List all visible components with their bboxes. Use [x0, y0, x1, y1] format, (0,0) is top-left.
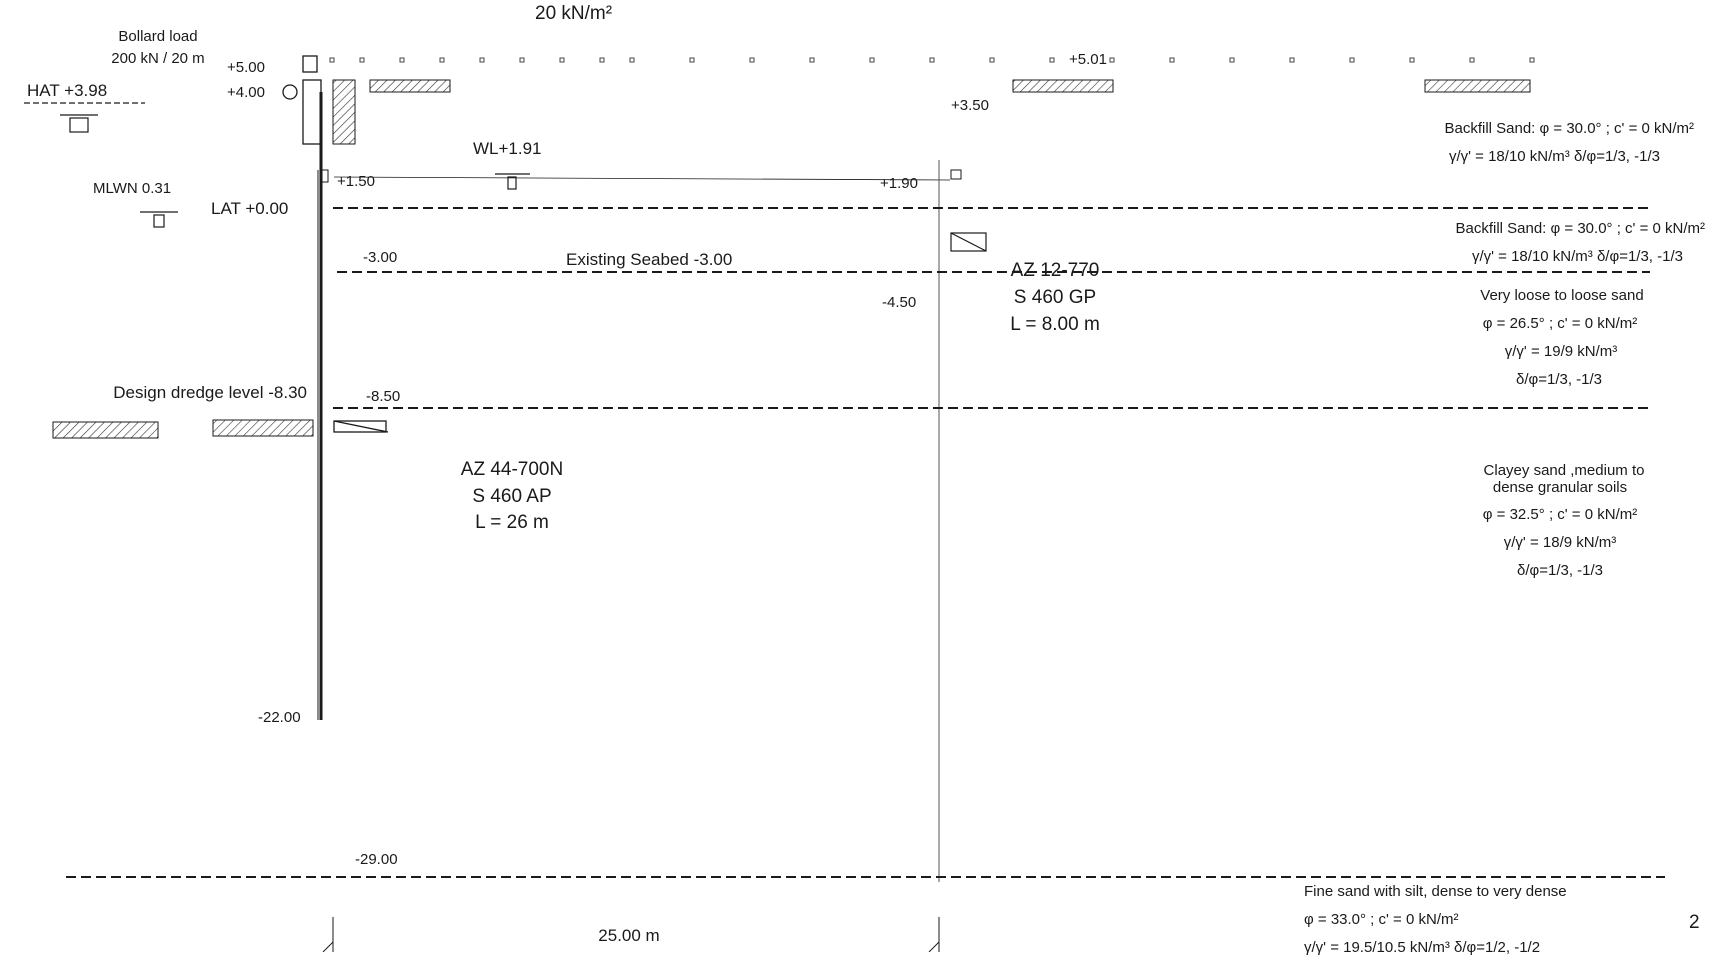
soil-backfill-lower-2: γ/γ' = 18/10 kN/m³ δ/φ=1/3, -1/3 [1471, 248, 1683, 265]
relieving-block [332, 79, 356, 145]
lat-label: LAT +0.00 [211, 199, 289, 218]
top-wall-level: +5.00 [227, 59, 265, 76]
hat-label: HAT +3.98 [27, 81, 108, 100]
top-slab-hatch [369, 79, 451, 93]
top-rear-level: +5.01 [1069, 51, 1107, 68]
soil-backfill-upper-1: Backfill Sand: φ = 30.0° ; c' = 0 kN/m² [1444, 120, 1694, 137]
seabed-level: -3.00 [363, 249, 398, 266]
front-pile-length: L = 26 m [475, 512, 549, 533]
bollard-value: 200 kN / 20 m [111, 50, 205, 67]
tie-rear-level: +1.90 [880, 175, 918, 192]
front-toe-level: -22.00 [258, 709, 301, 726]
front-pile-grade: S 460 AP [472, 486, 552, 507]
anchor-wall-marker [950, 232, 987, 252]
soil-clayey-sand-1: Clayey sand ,medium to [1483, 462, 1645, 479]
fender-symbol [282, 84, 298, 100]
soil-backfill-lower-1: Backfill Sand: φ = 30.0° ; c' = 0 kN/m² [1455, 220, 1705, 237]
soil-clayey-sand-4: γ/γ' = 18/9 kN/m³ [1503, 534, 1617, 551]
soil-loose-sand-3: γ/γ' = 19/9 kN/m³ [1504, 343, 1618, 360]
surcharge-label: 20 kN/m² [535, 3, 613, 24]
front-pile-profile: AZ 44-700N [460, 459, 564, 480]
bollard-title: Bollard load [118, 28, 198, 45]
mlwn-symbol [140, 211, 178, 228]
dredge-hatch-left [52, 421, 159, 439]
capping-beam [302, 79, 322, 145]
tie-rod [333, 176, 951, 181]
cap-level: +4.00 [227, 84, 265, 101]
soil-fine-sand-1: Fine sand with silt, dense to very dense [1304, 883, 1567, 900]
hat-symbol [24, 102, 145, 133]
dredge-hatch-right [212, 419, 314, 437]
rear-surface-hatch [1424, 79, 1531, 93]
soil-fine-sand-3: γ/γ' = 19.5/10.5 kN/m³ δ/φ=1/2, -1/2 [1304, 939, 1541, 956]
wl-label: WL+1.91 [473, 139, 542, 158]
wl-symbol [495, 173, 530, 190]
soil-backfill-upper-2: γ/γ' = 18/10 kN/m³ δ/φ=1/3, -1/3 [1448, 148, 1660, 165]
mlwn-label: MLWN 0.31 [93, 180, 172, 197]
anchor-pile-profile: AZ 12-770 [1010, 260, 1100, 281]
soil-clayey-sand-5: δ/φ=1/3, -1/3 [1516, 562, 1604, 579]
bottom-layer-level: -29.00 [355, 851, 398, 868]
dredge-level: -8.50 [366, 388, 401, 405]
span-dimension [322, 917, 940, 952]
anchor-pile-length: L = 8.00 m [1010, 314, 1100, 335]
toe-wedge [333, 420, 389, 433]
design-dredge-label: Design dredge level -8.30 [113, 383, 307, 402]
tie-front-level: +1.50 [337, 173, 375, 190]
anchor-level: +3.50 [951, 97, 989, 114]
anchor-wall-marker-diagonal [950, 232, 987, 252]
bollard-symbol [302, 55, 318, 73]
soil-fine-sand-2: φ = 33.0° ; c' = 0 kN/m² [1304, 911, 1459, 928]
surcharge-load-ticks [329, 57, 1535, 63]
existing-seabed-label: Existing Seabed -3.00 [566, 250, 733, 269]
anchor-top-hatch [1012, 79, 1114, 93]
anchor-wall-head [950, 169, 962, 180]
anchor-pile-grade: S 460 GP [1013, 287, 1097, 308]
soil-loose-sand-1: Very loose to loose sand [1480, 287, 1644, 304]
soil-clayey-sand-3: φ = 32.5° ; c' = 0 kN/m² [1482, 506, 1638, 523]
span-label: 25.00 m [598, 926, 660, 945]
soil-clayey-sand-2: dense granular soils [1492, 479, 1628, 496]
tie-rod-front-anchor [319, 169, 329, 183]
anchor-toe-level: -4.50 [882, 294, 917, 311]
page-number: 2 [1689, 912, 1700, 933]
soil-loose-sand-4: δ/φ=1/3, -1/3 [1515, 371, 1603, 388]
soil-loose-sand-2: φ = 26.5° ; c' = 0 kN/m² [1482, 315, 1638, 332]
